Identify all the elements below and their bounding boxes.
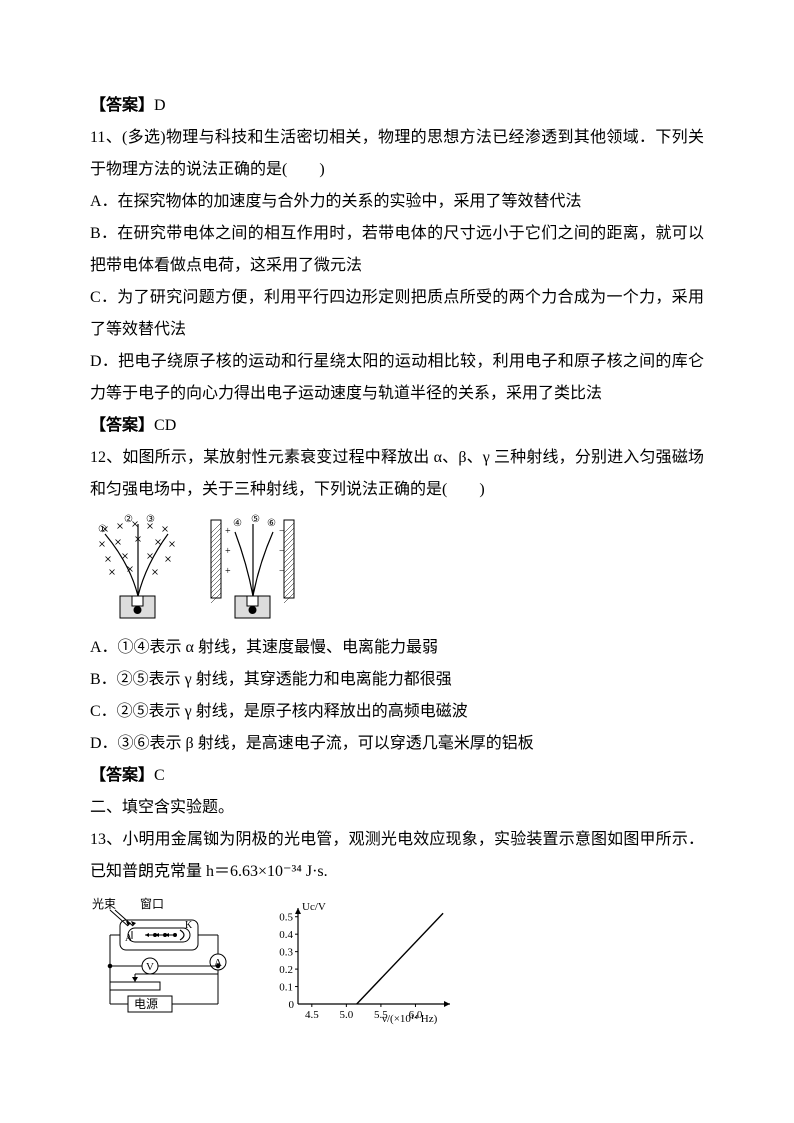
- svg-text:0.2: 0.2: [279, 964, 293, 976]
- svg-text:光束: 光束: [92, 897, 116, 911]
- q13-figure-graph: 00.10.20.30.40.54.55.05.56.0Uc/Vν/(×10¹⁴…: [260, 896, 460, 1026]
- svg-text:V: V: [146, 961, 154, 973]
- answer-label: 【答案】: [90, 767, 154, 784]
- svg-text:−: −: [279, 526, 285, 537]
- q11-option-b: B．在研究带电体之间的相互作用时，若带电体的尺寸远小于它们之间的距离，就可以把带…: [90, 218, 704, 282]
- q11-option-c: C．为了研究问题方便，利用平行四边形定则把质点所受的两个力合成为一个力，采用了等…: [90, 282, 704, 346]
- svg-text:+: +: [225, 546, 231, 557]
- svg-text:⑥: ⑥: [267, 518, 276, 529]
- q12-option-a: A．①④表示 α 射线，其速度最慢、电离能力最弱: [90, 632, 704, 664]
- answer-label: 【答案】: [90, 97, 154, 114]
- svg-text:+: +: [225, 526, 231, 537]
- q13-stem: 13、小明用金属铷为阴极的光电管，观测光电效应现象，实验装置示意图如图甲所示．已…: [90, 824, 704, 888]
- q11-stem: 11、(多选)物理与科技和生活密切相关，物理的思想方法已经渗透到其他领域．下列关…: [90, 122, 704, 186]
- svg-text:0: 0: [289, 999, 295, 1011]
- svg-text:A: A: [125, 933, 133, 944]
- svg-text:③: ③: [146, 514, 155, 525]
- svg-text:0.3: 0.3: [279, 947, 293, 959]
- q13-figure-circuit: 光束窗口AKAV电源: [90, 896, 240, 1016]
- answer-q10: 【答案】D: [90, 90, 704, 122]
- svg-text:④: ④: [233, 518, 242, 529]
- answer-q11: 【答案】CD: [90, 410, 704, 442]
- svg-text:0.4: 0.4: [279, 929, 293, 941]
- svg-text:Uc/V: Uc/V: [302, 901, 326, 913]
- answer-value: D: [154, 97, 166, 114]
- svg-text:电源: 电源: [134, 997, 158, 1011]
- svg-text:0.1: 0.1: [279, 982, 293, 994]
- svg-text:①: ①: [98, 524, 107, 535]
- svg-text:窗口: 窗口: [140, 897, 164, 911]
- q12-figure-electric: + − + − + − ④⑤⑥: [205, 514, 300, 624]
- svg-text:4.5: 4.5: [305, 1009, 319, 1021]
- q12-option-c: C．②⑤表示 γ 射线，是原子核内释放出的高频电磁波: [90, 696, 704, 728]
- q11-option-d: D．把电子绕原子核的运动和行星绕太阳的运动相比较，利用电子和原子核之间的库仑力等…: [90, 346, 704, 410]
- q12-figure-magnetic: ① ② ③: [90, 514, 185, 624]
- q13-figures: 光束窗口AKAV电源 00.10.20.30.40.54.55.05.56.0U…: [90, 896, 704, 1026]
- svg-text:⑤: ⑤: [251, 514, 260, 525]
- section2-title: 二、填空含实验题。: [90, 792, 704, 824]
- svg-text:−: −: [279, 546, 285, 557]
- svg-text:−: −: [279, 566, 285, 577]
- svg-text:K: K: [185, 920, 193, 931]
- q12-option-b: B．②⑤表示 γ 射线，其穿透能力和电离能力都很强: [90, 664, 704, 696]
- answer-value: CD: [154, 417, 176, 434]
- q12-stem: 12、如图所示，某放射性元素衰变过程中释放出 α、β、γ 三种射线，分别进入匀强…: [90, 442, 704, 506]
- svg-text:5.0: 5.0: [339, 1009, 353, 1021]
- q11-option-a: A．在探究物体的加速度与合外力的关系的实验中，采用了等效替代法: [90, 186, 704, 218]
- svg-text:0.5: 0.5: [279, 912, 293, 924]
- answer-q12: 【答案】C: [90, 760, 704, 792]
- q12-option-d: D．③⑥表示 β 射线，是高速电子流，可以穿透几毫米厚的铝板: [90, 728, 704, 760]
- answer-label: 【答案】: [90, 417, 154, 434]
- q12-figures: ① ② ③ + − + − + − ④⑤⑥: [90, 514, 704, 624]
- svg-text:②: ②: [124, 514, 133, 525]
- svg-text:ν/(×10¹⁴ Hz): ν/(×10¹⁴ Hz): [382, 1013, 438, 1025]
- svg-text:+: +: [225, 566, 231, 577]
- answer-value: C: [154, 767, 165, 784]
